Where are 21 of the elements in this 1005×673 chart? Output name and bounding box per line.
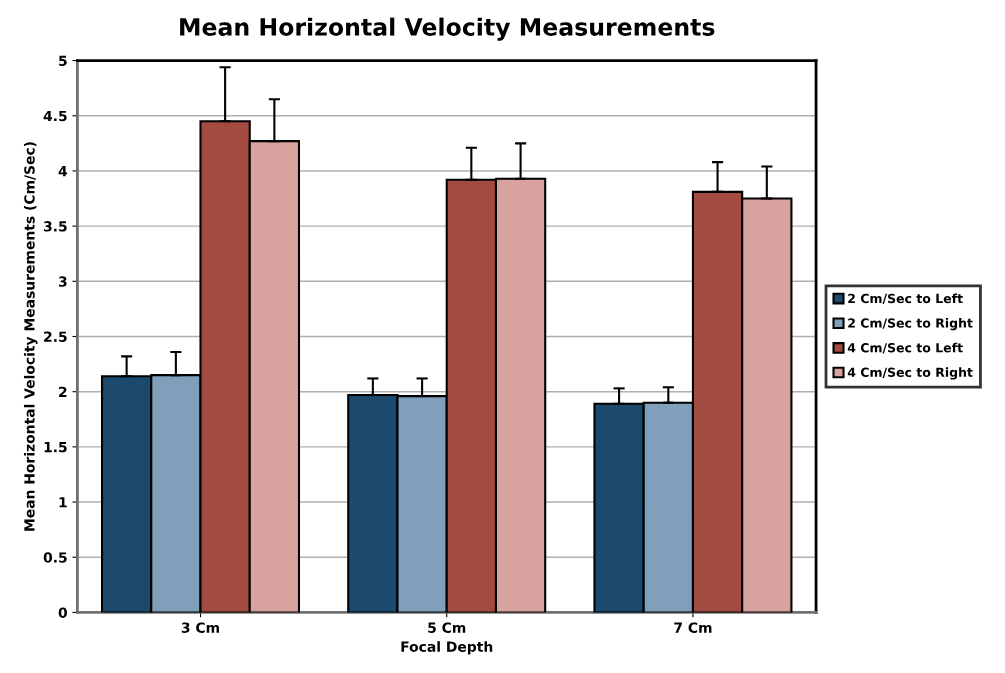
y-tick-label: 4 <box>58 166 68 177</box>
y-tick-label: 1.5 <box>44 442 67 453</box>
x-tick-label: 5 Cm <box>428 622 466 633</box>
x-axis-title: Focal Depth <box>401 641 493 655</box>
legend-label: 2 Cm/Sec to Left <box>848 293 963 305</box>
chart-title: Mean Horizontal Velocity Measurements <box>180 17 715 41</box>
x-tick-label: 3 Cm <box>181 622 219 633</box>
y-tick-label: 2.5 <box>44 331 67 342</box>
x-tick-label: 7 Cm <box>674 622 712 633</box>
y-tick-label: 0 <box>58 607 67 618</box>
y-tick-label: 4.5 <box>43 110 67 122</box>
y-tick-label: 3.5 <box>43 221 67 232</box>
legend-label: 4 Cm/Sec to Left <box>847 342 963 354</box>
y-tick-label: 1 <box>59 497 67 508</box>
y-tick-label: 0.5 <box>43 552 67 563</box>
y-tick-label: 5 <box>59 55 67 67</box>
y-axis-title: Mean Horizontal Velocity Measurements (Cm/Sec) <box>23 142 38 531</box>
y-tick-label: 3 <box>58 276 67 287</box>
y-tick-label: 2 <box>59 386 67 397</box>
legend-label: 4 Cm/Sec to Right <box>847 367 973 380</box>
legend-label: 2 Cm/Sec to Right <box>848 318 973 331</box>
